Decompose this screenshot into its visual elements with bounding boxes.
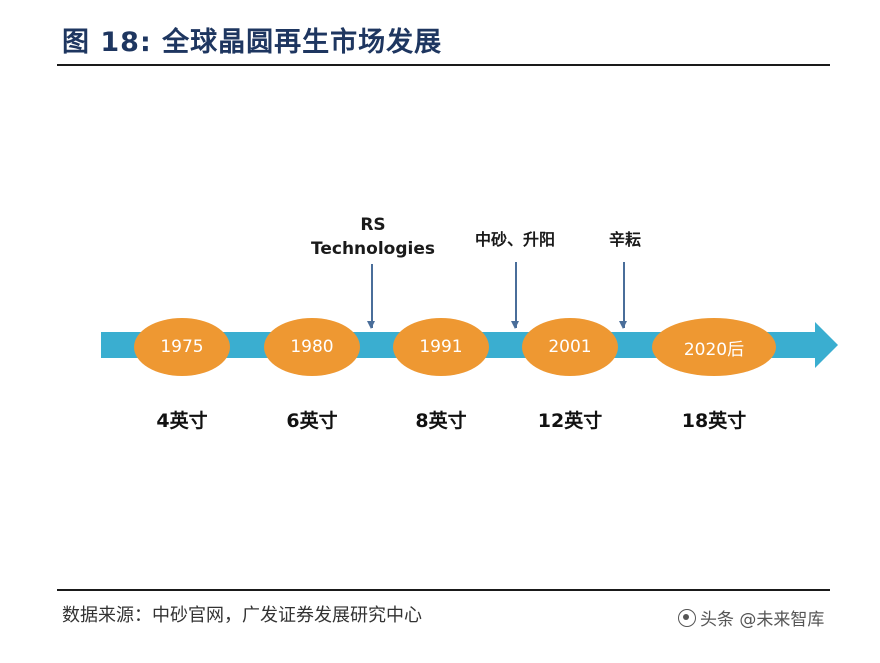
watermark: 头条 @未来智库 <box>678 605 824 630</box>
wafer-size-label: 4英寸 <box>156 410 208 432</box>
company-label-rs-technologies: RS Technologies <box>298 213 448 261</box>
down-arrow-icon <box>368 264 374 329</box>
wafer-size-label: 18英寸 <box>681 410 747 432</box>
timeline-arrowhead-icon <box>815 322 838 368</box>
company-label-zhongsha-shengyang: 中砂、升阳 <box>474 230 555 249</box>
company-label-xinyun: 辛耘 <box>608 230 641 249</box>
year-node-2020: 2020后 <box>652 318 776 376</box>
wafer-size-label: 6英寸 <box>286 410 338 432</box>
bottom-divider <box>57 589 830 591</box>
wafer-size-label: 12英寸 <box>537 410 603 432</box>
company-label-line: RS <box>360 215 386 235</box>
watermark-text: 头条 @未来智库 <box>700 610 825 630</box>
year-node-2001: 2001 <box>522 318 618 376</box>
year-node-1975: 1975 <box>134 318 230 376</box>
top-divider <box>57 64 830 66</box>
watermark-logo-icon <box>678 608 696 627</box>
year-node-1980: 1980 <box>264 318 360 376</box>
company-label-line: Technologies <box>311 239 435 259</box>
down-arrow-icon <box>620 262 626 329</box>
source-note: 数据来源：中砂官网，广发证券发展研究中心 <box>62 605 422 626</box>
year-node-1991: 1991 <box>393 318 489 376</box>
down-arrow-icon <box>512 262 518 329</box>
wafer-size-label: 8英寸 <box>415 410 467 432</box>
figure-title: 图 18: 全球晶圆再生市场发展 <box>62 27 443 58</box>
